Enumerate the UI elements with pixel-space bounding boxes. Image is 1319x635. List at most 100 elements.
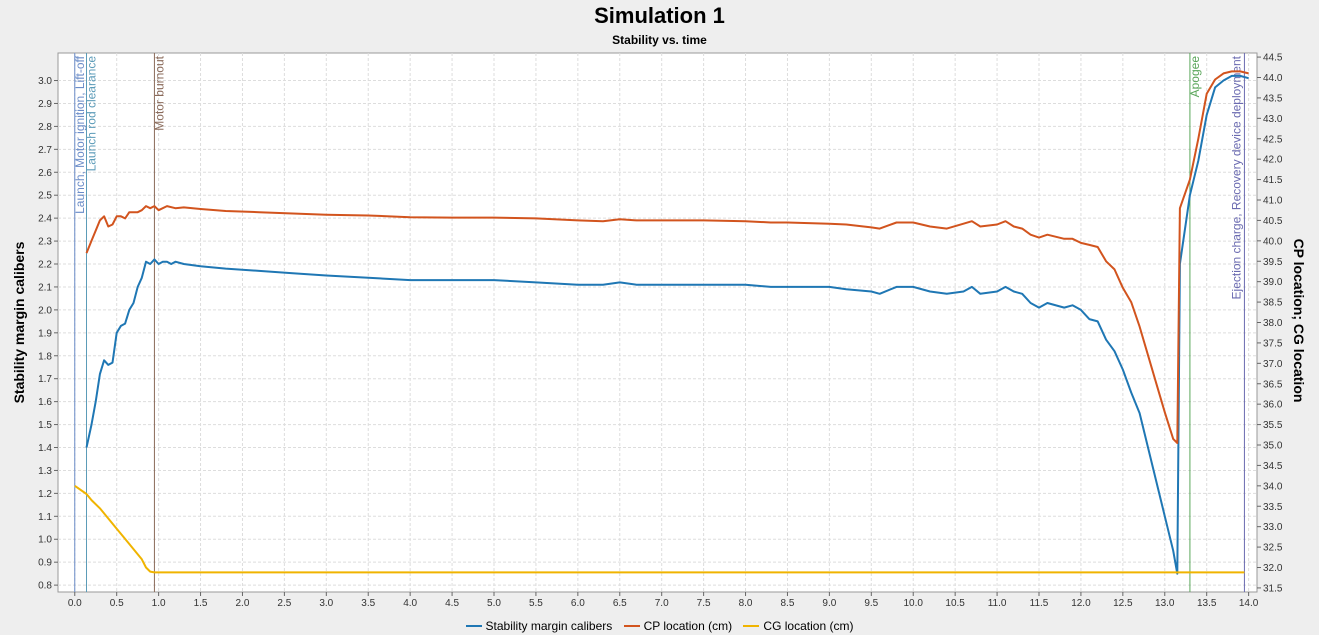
x-tick-label: 3.5 [361, 598, 375, 609]
x-tick-label: 13.0 [1155, 598, 1175, 609]
event-label-4: Ejection charge, Recovery device deploym… [1229, 55, 1243, 299]
y-left-tick-label: 0.9 [38, 558, 52, 569]
x-tick-label: 9.5 [864, 598, 878, 609]
y-left-tick-label: 1.6 [38, 397, 52, 408]
y-right-tick-label: 38.5 [1263, 298, 1283, 309]
x-tick-label: 7.5 [697, 598, 711, 609]
legend-swatch-cp [623, 625, 640, 627]
y-right-tick-label: 44.0 [1263, 73, 1283, 84]
y-right-tick-label: 32.5 [1263, 543, 1283, 554]
y-axis-left-label: Stability margin calibers [11, 241, 27, 403]
y-left-tick-label: 2.3 [38, 237, 52, 248]
y-right-tick-label: 40.0 [1263, 236, 1283, 247]
legend-item-cp[interactable]: CP location (cm) [623, 619, 733, 633]
y-left-tick-label: 2.5 [38, 191, 52, 202]
x-tick-label: 3.0 [319, 598, 333, 609]
series-line-2 [74, 484, 1245, 574]
y-left-tick-label: 1.4 [38, 443, 52, 454]
series-line-0 [85, 74, 1249, 575]
y-right-tick-label: 34.5 [1263, 461, 1283, 472]
legend-label-cp: CP location (cm) [643, 619, 733, 633]
x-tick-label: 10.5 [945, 598, 965, 609]
y-left-tick-label: 1.9 [38, 328, 52, 339]
y-right-tick-label: 42.5 [1263, 134, 1283, 145]
legend-item-cg[interactable]: CG location (cm) [743, 619, 853, 633]
x-tick-label: 1.0 [152, 598, 166, 609]
plot-area [57, 52, 1258, 593]
y-right-tick-label: 38.0 [1263, 318, 1283, 329]
x-tick-label: 0.0 [68, 598, 82, 609]
x-tick-label: 7.0 [655, 598, 669, 609]
x-tick-label: 9.0 [822, 598, 836, 609]
y-left-tick-label: 2.6 [38, 168, 52, 179]
y-right-tick-label: 31.5 [1263, 583, 1283, 594]
y-right-tick-label: 43.0 [1263, 114, 1283, 125]
y-right-tick-label: 35.5 [1263, 420, 1283, 431]
x-tick-label: 6.5 [613, 598, 627, 609]
x-tick-label: 4.0 [403, 598, 417, 609]
legend: Stability margin calibers CP location (c… [0, 616, 1319, 633]
legend-swatch-cg [743, 625, 760, 627]
y-right-tick-label: 37.0 [1263, 359, 1283, 370]
y-right-tick-label: 43.5 [1263, 93, 1283, 104]
x-tick-label: 2.0 [236, 598, 250, 609]
y-left-tick-label: 2.2 [38, 260, 52, 271]
y-axis-right-label: CP location; CG location [1291, 239, 1307, 403]
x-tick-label: 5.0 [487, 598, 501, 609]
y-left-tick-label: 3.0 [38, 76, 52, 87]
axes: 0.0 0.5 1.0 1.5 2.0 2.5 3.0 3.5 4.0 4.5 5.0 5.5 6.0 6… [38, 53, 1283, 609]
legend-label-stability: Stability margin calibers [485, 619, 613, 633]
series-line-1 [85, 70, 1249, 444]
y-left-tick-label: 1.8 [38, 351, 52, 362]
x-tick-label: 10.0 [903, 598, 923, 609]
y-right-tick-label: 41.5 [1263, 175, 1283, 186]
legend-item-stability[interactable]: Stability margin calibers [465, 619, 613, 633]
chart-subtitle: Stability vs. time [612, 33, 707, 47]
x-tick-label: 11.5 [1030, 598, 1049, 609]
y-right-tick-label: 39.5 [1263, 257, 1283, 268]
y-left-tick-label: 1.0 [38, 535, 52, 546]
x-tick-label: 5.5 [529, 598, 543, 609]
event-label-3: Apogee [1188, 56, 1202, 98]
y-left-tick-label: 0.8 [38, 581, 52, 592]
y-right-tick-label: 36.5 [1263, 379, 1283, 390]
x-tick-label: 2.5 [277, 598, 291, 609]
x-tick-label: 12.0 [1071, 598, 1091, 609]
y-right-tick-label: 44.5 [1263, 53, 1283, 64]
y-right-tick-label: 37.5 [1263, 338, 1283, 349]
event-label-2: Motor burnout [152, 55, 166, 130]
y-left-tick-label: 2.0 [38, 305, 52, 316]
y-left-tick-label: 1.3 [38, 466, 52, 477]
x-tick-label: 8.5 [781, 598, 795, 609]
x-tick-label: 4.5 [445, 598, 459, 609]
series-lines [74, 70, 1249, 575]
y-right-tick-label: 33.5 [1263, 502, 1283, 513]
y-right-tick-label: 42.0 [1263, 155, 1283, 166]
x-tick-label: 1.5 [194, 598, 208, 609]
y-left-tick-label: 2.8 [38, 122, 52, 133]
y-right-tick-label: 33.0 [1263, 522, 1283, 533]
y-right-tick-label: 36.0 [1263, 400, 1283, 411]
x-tick-label: 8.0 [739, 598, 753, 609]
y-left-tick-label: 1.7 [38, 374, 52, 385]
y-right-tick-label: 39.0 [1263, 277, 1283, 288]
x-tick-label: 13.5 [1197, 598, 1217, 609]
y-left-tick-label: 2.7 [38, 145, 52, 156]
x-tick-label: 6.0 [571, 598, 585, 609]
y-left-tick-label: 2.9 [38, 99, 52, 110]
legend-label-cg: CG location (cm) [763, 619, 854, 633]
x-tick-label: 14.0 [1239, 598, 1259, 609]
y-left-tick-label: 2.1 [38, 282, 52, 293]
x-tick-label: 0.5 [110, 598, 124, 609]
chart-title: Simulation 1 [594, 3, 725, 28]
event-label-0: Launch, Motor ignition, Lift-off [73, 55, 87, 214]
y-right-tick-label: 35.0 [1263, 441, 1283, 452]
y-left-tick-label: 1.2 [38, 489, 52, 500]
y-left-tick-label: 2.4 [38, 214, 52, 225]
legend-swatch-stability [465, 625, 482, 627]
y-left-tick-label: 1.1 [38, 512, 52, 523]
y-right-tick-label: 32.0 [1263, 563, 1283, 574]
y-right-tick-label: 40.5 [1263, 216, 1283, 227]
